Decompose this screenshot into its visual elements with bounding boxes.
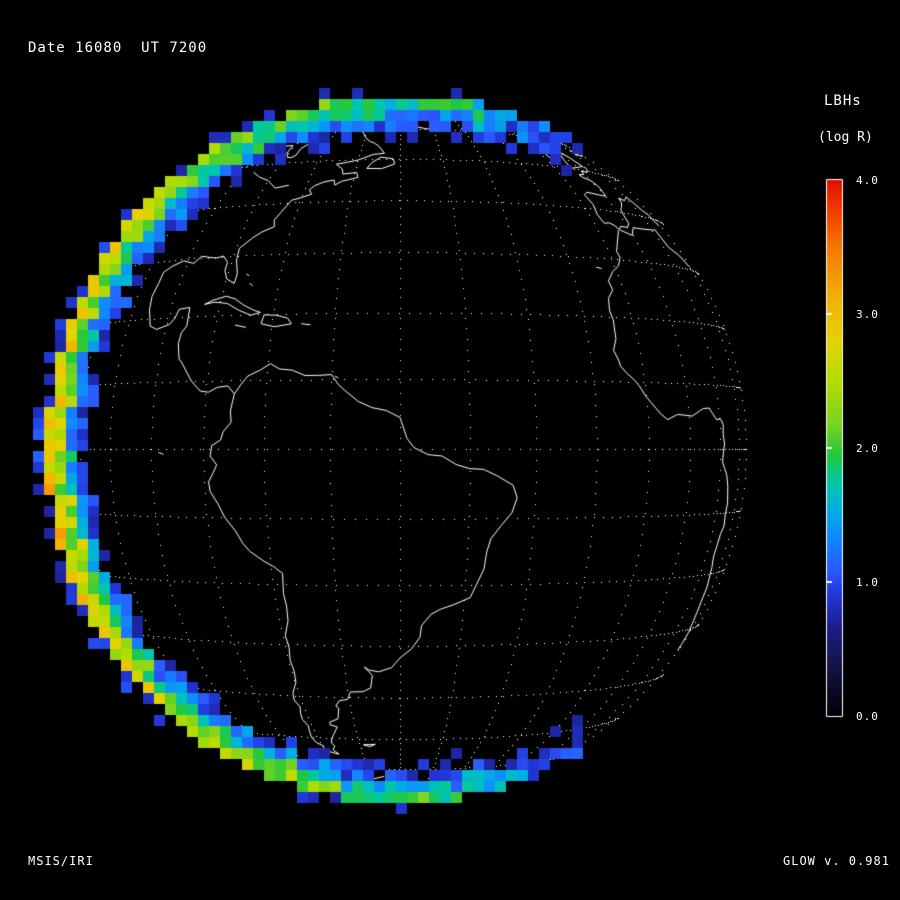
- colorbar-tick-label-0: 0.0: [856, 710, 879, 723]
- model-source-label: MSIS/IRI: [28, 854, 94, 868]
- colorbar-tick-label-4: 4.0: [856, 174, 879, 187]
- colorbar-tick-label-1: 1.0: [856, 576, 879, 589]
- colorbar-tick-label-2: 2.0: [856, 442, 879, 455]
- version-label: GLOW v. 0.981: [783, 854, 890, 868]
- colorbar-title: LBHs: [824, 93, 862, 109]
- colorbar-units-label: (log R): [818, 130, 873, 145]
- colorbar-tick-label-3: 3.0: [856, 308, 879, 321]
- date-ut-label: Date 16080 UT 7200: [28, 40, 208, 56]
